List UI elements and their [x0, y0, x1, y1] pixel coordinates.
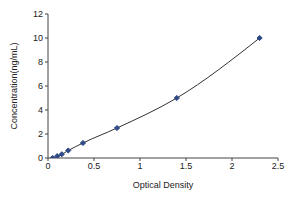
- svg-text:12: 12: [33, 9, 43, 19]
- svg-text:Concentration(ng/mL): Concentration(ng/mL): [9, 42, 19, 129]
- svg-text:1.5: 1.5: [180, 161, 193, 171]
- svg-text:Optical Density: Optical Density: [133, 180, 194, 190]
- svg-text:1: 1: [137, 161, 142, 171]
- svg-text:0: 0: [45, 161, 50, 171]
- svg-text:0: 0: [38, 153, 43, 163]
- svg-text:10: 10: [33, 33, 43, 43]
- svg-text:2: 2: [38, 129, 43, 139]
- svg-text:2.5: 2.5: [272, 161, 285, 171]
- svg-text:4: 4: [38, 105, 43, 115]
- svg-text:2: 2: [229, 161, 234, 171]
- svg-text:0.5: 0.5: [88, 161, 101, 171]
- svg-text:8: 8: [38, 57, 43, 67]
- svg-text:6: 6: [38, 81, 43, 91]
